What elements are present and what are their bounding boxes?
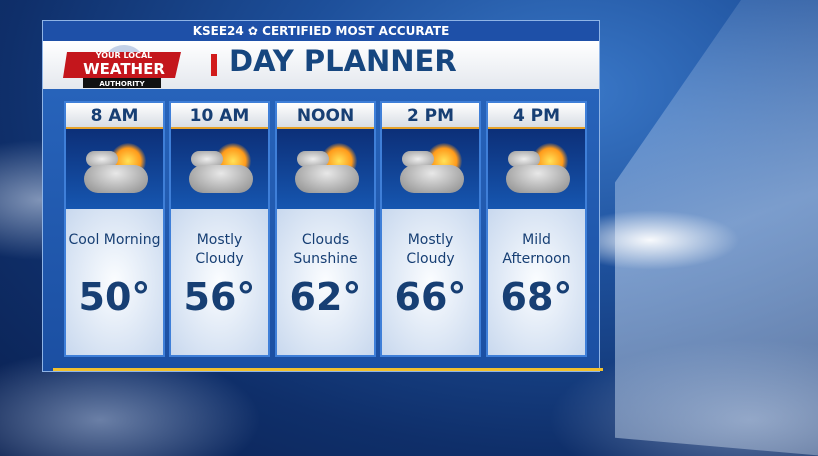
nbc-peacock-icon: ✿ bbox=[247, 24, 258, 38]
temperature: 68° bbox=[500, 275, 573, 319]
forecast-column: 2 PM Mostly Cloudy 66° bbox=[380, 101, 481, 357]
forecast-column: 4 PM Mild Afternoon 68° bbox=[486, 101, 587, 357]
partly-cloudy-icon bbox=[488, 129, 585, 209]
condition-text: Mild Afternoon bbox=[502, 232, 571, 267]
partly-cloudy-icon bbox=[66, 129, 163, 209]
temperature: 62° bbox=[289, 275, 362, 319]
time-label: NOON bbox=[277, 103, 374, 129]
gold-divider bbox=[53, 368, 603, 371]
temperature: 56° bbox=[183, 275, 256, 319]
partly-cloudy-icon bbox=[277, 129, 374, 209]
partly-cloudy-icon bbox=[171, 129, 268, 209]
top-banner: KSEE24 ✿ CERTIFIED MOST ACCURATE bbox=[43, 21, 599, 41]
partly-cloudy-icon bbox=[382, 129, 479, 209]
condition-text: Mostly Cloudy bbox=[406, 232, 455, 267]
svg-text:AUTHORITY: AUTHORITY bbox=[99, 80, 145, 88]
temperature: 66° bbox=[394, 275, 467, 319]
day-planner-panel: KSEE24 ✿ CERTIFIED MOST ACCURATE YOUR LO… bbox=[42, 20, 603, 372]
svg-text:YOUR LOCAL: YOUR LOCAL bbox=[95, 51, 153, 60]
tagline: CERTIFIED MOST ACCURATE bbox=[262, 24, 450, 38]
condition-text: Cool Morning bbox=[68, 232, 161, 248]
time-label: 2 PM bbox=[382, 103, 479, 129]
svg-text:WEATHER: WEATHER bbox=[83, 60, 165, 78]
weather-authority-logo: YOUR LOCAL WEATHER AUTHORITY bbox=[63, 45, 181, 89]
forecast-column: NOON Clouds Sunshine 62° bbox=[275, 101, 376, 357]
forecast-column: 8 AM Cool Morning 50° bbox=[64, 101, 165, 357]
time-label: 8 AM bbox=[66, 103, 163, 129]
time-label: 10 AM bbox=[171, 103, 268, 129]
title-accent-bar bbox=[211, 54, 217, 76]
forecast-column: 10 AM Mostly Cloudy 56° bbox=[169, 101, 270, 357]
temperature: 50° bbox=[78, 275, 151, 319]
condition-text: Clouds Sunshine bbox=[293, 232, 358, 267]
condition-text: Mostly Cloudy bbox=[195, 232, 244, 267]
page-title: DAY PLANNER bbox=[229, 44, 457, 78]
time-label: 4 PM bbox=[488, 103, 585, 129]
network-name: KSEE24 bbox=[192, 24, 244, 38]
